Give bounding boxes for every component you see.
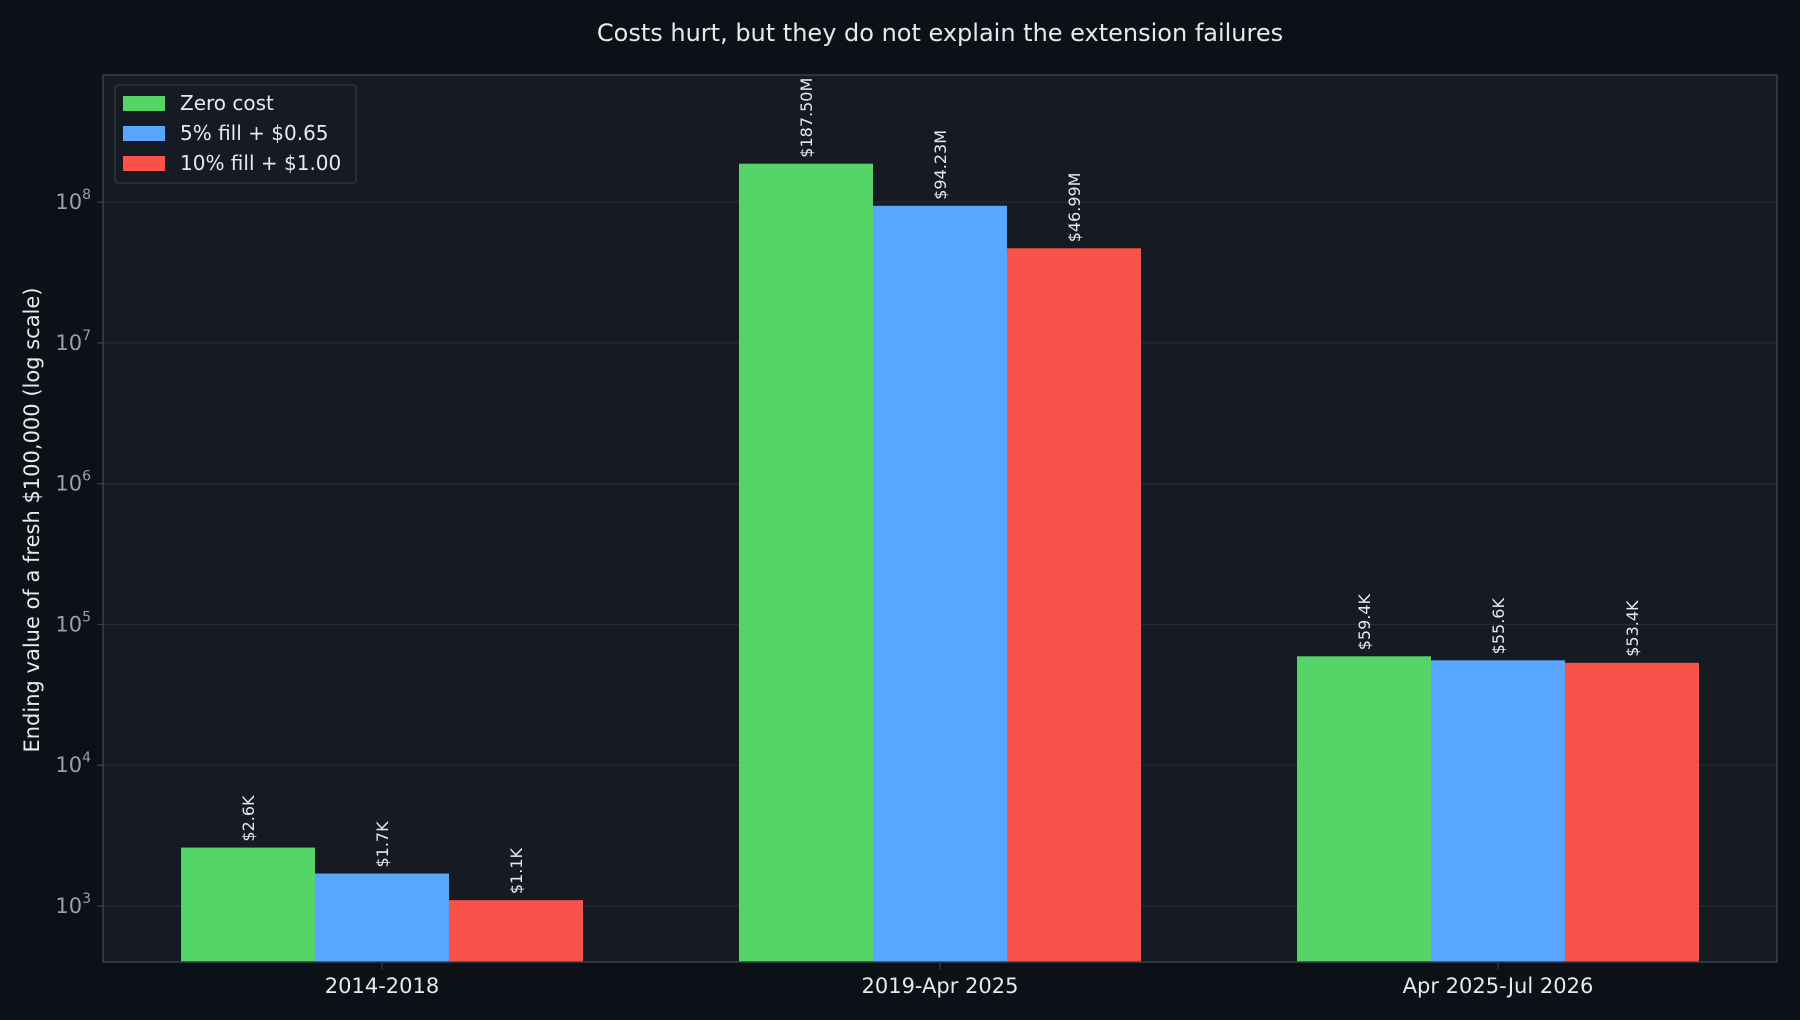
y-tick-label-0: 103 — [55, 891, 91, 918]
x-axis-ticks: 2014-2018 2019-Apr 2025 Apr 2025-Jul 2026 — [325, 962, 1594, 998]
legend-swatch-1 — [123, 126, 165, 141]
bar-2-2 — [1565, 662, 1699, 962]
y-axis-ticks: 103 104 105 106 107 108 — [55, 187, 103, 918]
legend-swatch-0 — [123, 96, 165, 111]
data-label-0-2: $1.1K — [507, 848, 526, 895]
bar-2-1 — [1431, 660, 1565, 962]
chart-title: Costs hurt, but they do not explain the … — [597, 19, 1283, 47]
y-tick-label-4: 107 — [55, 328, 91, 355]
data-label-0-1: $1.7K — [373, 821, 392, 868]
data-label-2-1: $55.6K — [1489, 598, 1508, 655]
legend-label-1: 5% fill + $0.65 — [180, 121, 329, 145]
data-labels: $2.6K $1.7K $1.1K $187.50M $94.23M $46.99M $59… — [239, 78, 1642, 894]
bar-0-1 — [315, 873, 449, 962]
data-label-1-0: $187.50M — [797, 78, 816, 158]
y-tick-label-1: 104 — [55, 750, 91, 777]
x-tick-label-0: 2014-2018 — [325, 974, 439, 998]
bar-1-1 — [873, 205, 1007, 962]
legend: Zero cost 5% fill + $0.65 10% fill + $1.00 — [114, 84, 357, 184]
bar-0-2 — [449, 900, 583, 962]
y-tick-label-3: 106 — [55, 469, 91, 496]
bar-0-0 — [181, 847, 315, 962]
legend-label-2: 10% fill + $1.00 — [180, 151, 341, 175]
bar-1-2 — [1007, 248, 1141, 963]
data-label-1-1: $94.23M — [931, 130, 950, 200]
y-axis-label: Ending value of a fresh $100,000 (log sc… — [20, 287, 44, 752]
data-label-1-2: $46.99M — [1065, 173, 1084, 243]
legend-label-0: Zero cost — [180, 91, 274, 115]
data-label-2-2: $53.4K — [1623, 600, 1642, 657]
bars — [181, 163, 1699, 963]
x-tick-label-1: 2019-Apr 2025 — [861, 974, 1018, 998]
bar-1-0 — [739, 163, 873, 962]
y-tick-label-5: 108 — [55, 187, 91, 214]
x-tick-label-2: Apr 2025-Jul 2026 — [1403, 974, 1594, 998]
bar-2-0 — [1297, 656, 1431, 962]
data-label-2-0: $59.4K — [1355, 593, 1374, 650]
legend-box — [114, 84, 357, 184]
data-label-0-0: $2.6K — [239, 795, 258, 842]
y-tick-label-2: 105 — [55, 609, 91, 636]
legend-swatch-2 — [123, 156, 165, 171]
